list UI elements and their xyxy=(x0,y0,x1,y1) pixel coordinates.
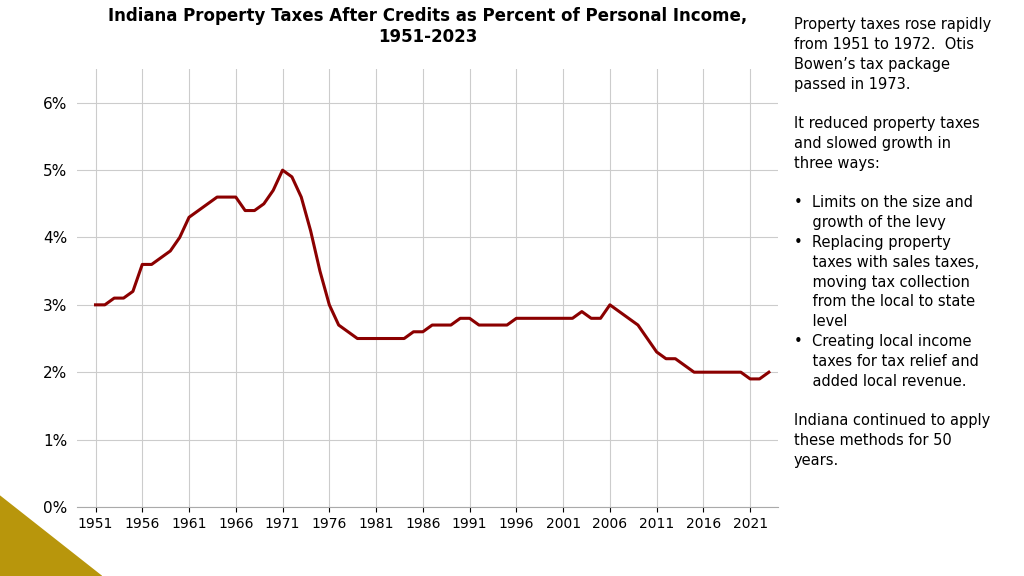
Polygon shape xyxy=(0,495,102,576)
Text: Property taxes rose rapidly
from 1951 to 1972.  Otis
Bowen’s tax package
passed : Property taxes rose rapidly from 1951 to… xyxy=(794,17,991,468)
Text: Indiana Property Taxes After Credits as Percent of Personal Income,
1951-2023: Indiana Property Taxes After Credits as … xyxy=(108,7,748,46)
